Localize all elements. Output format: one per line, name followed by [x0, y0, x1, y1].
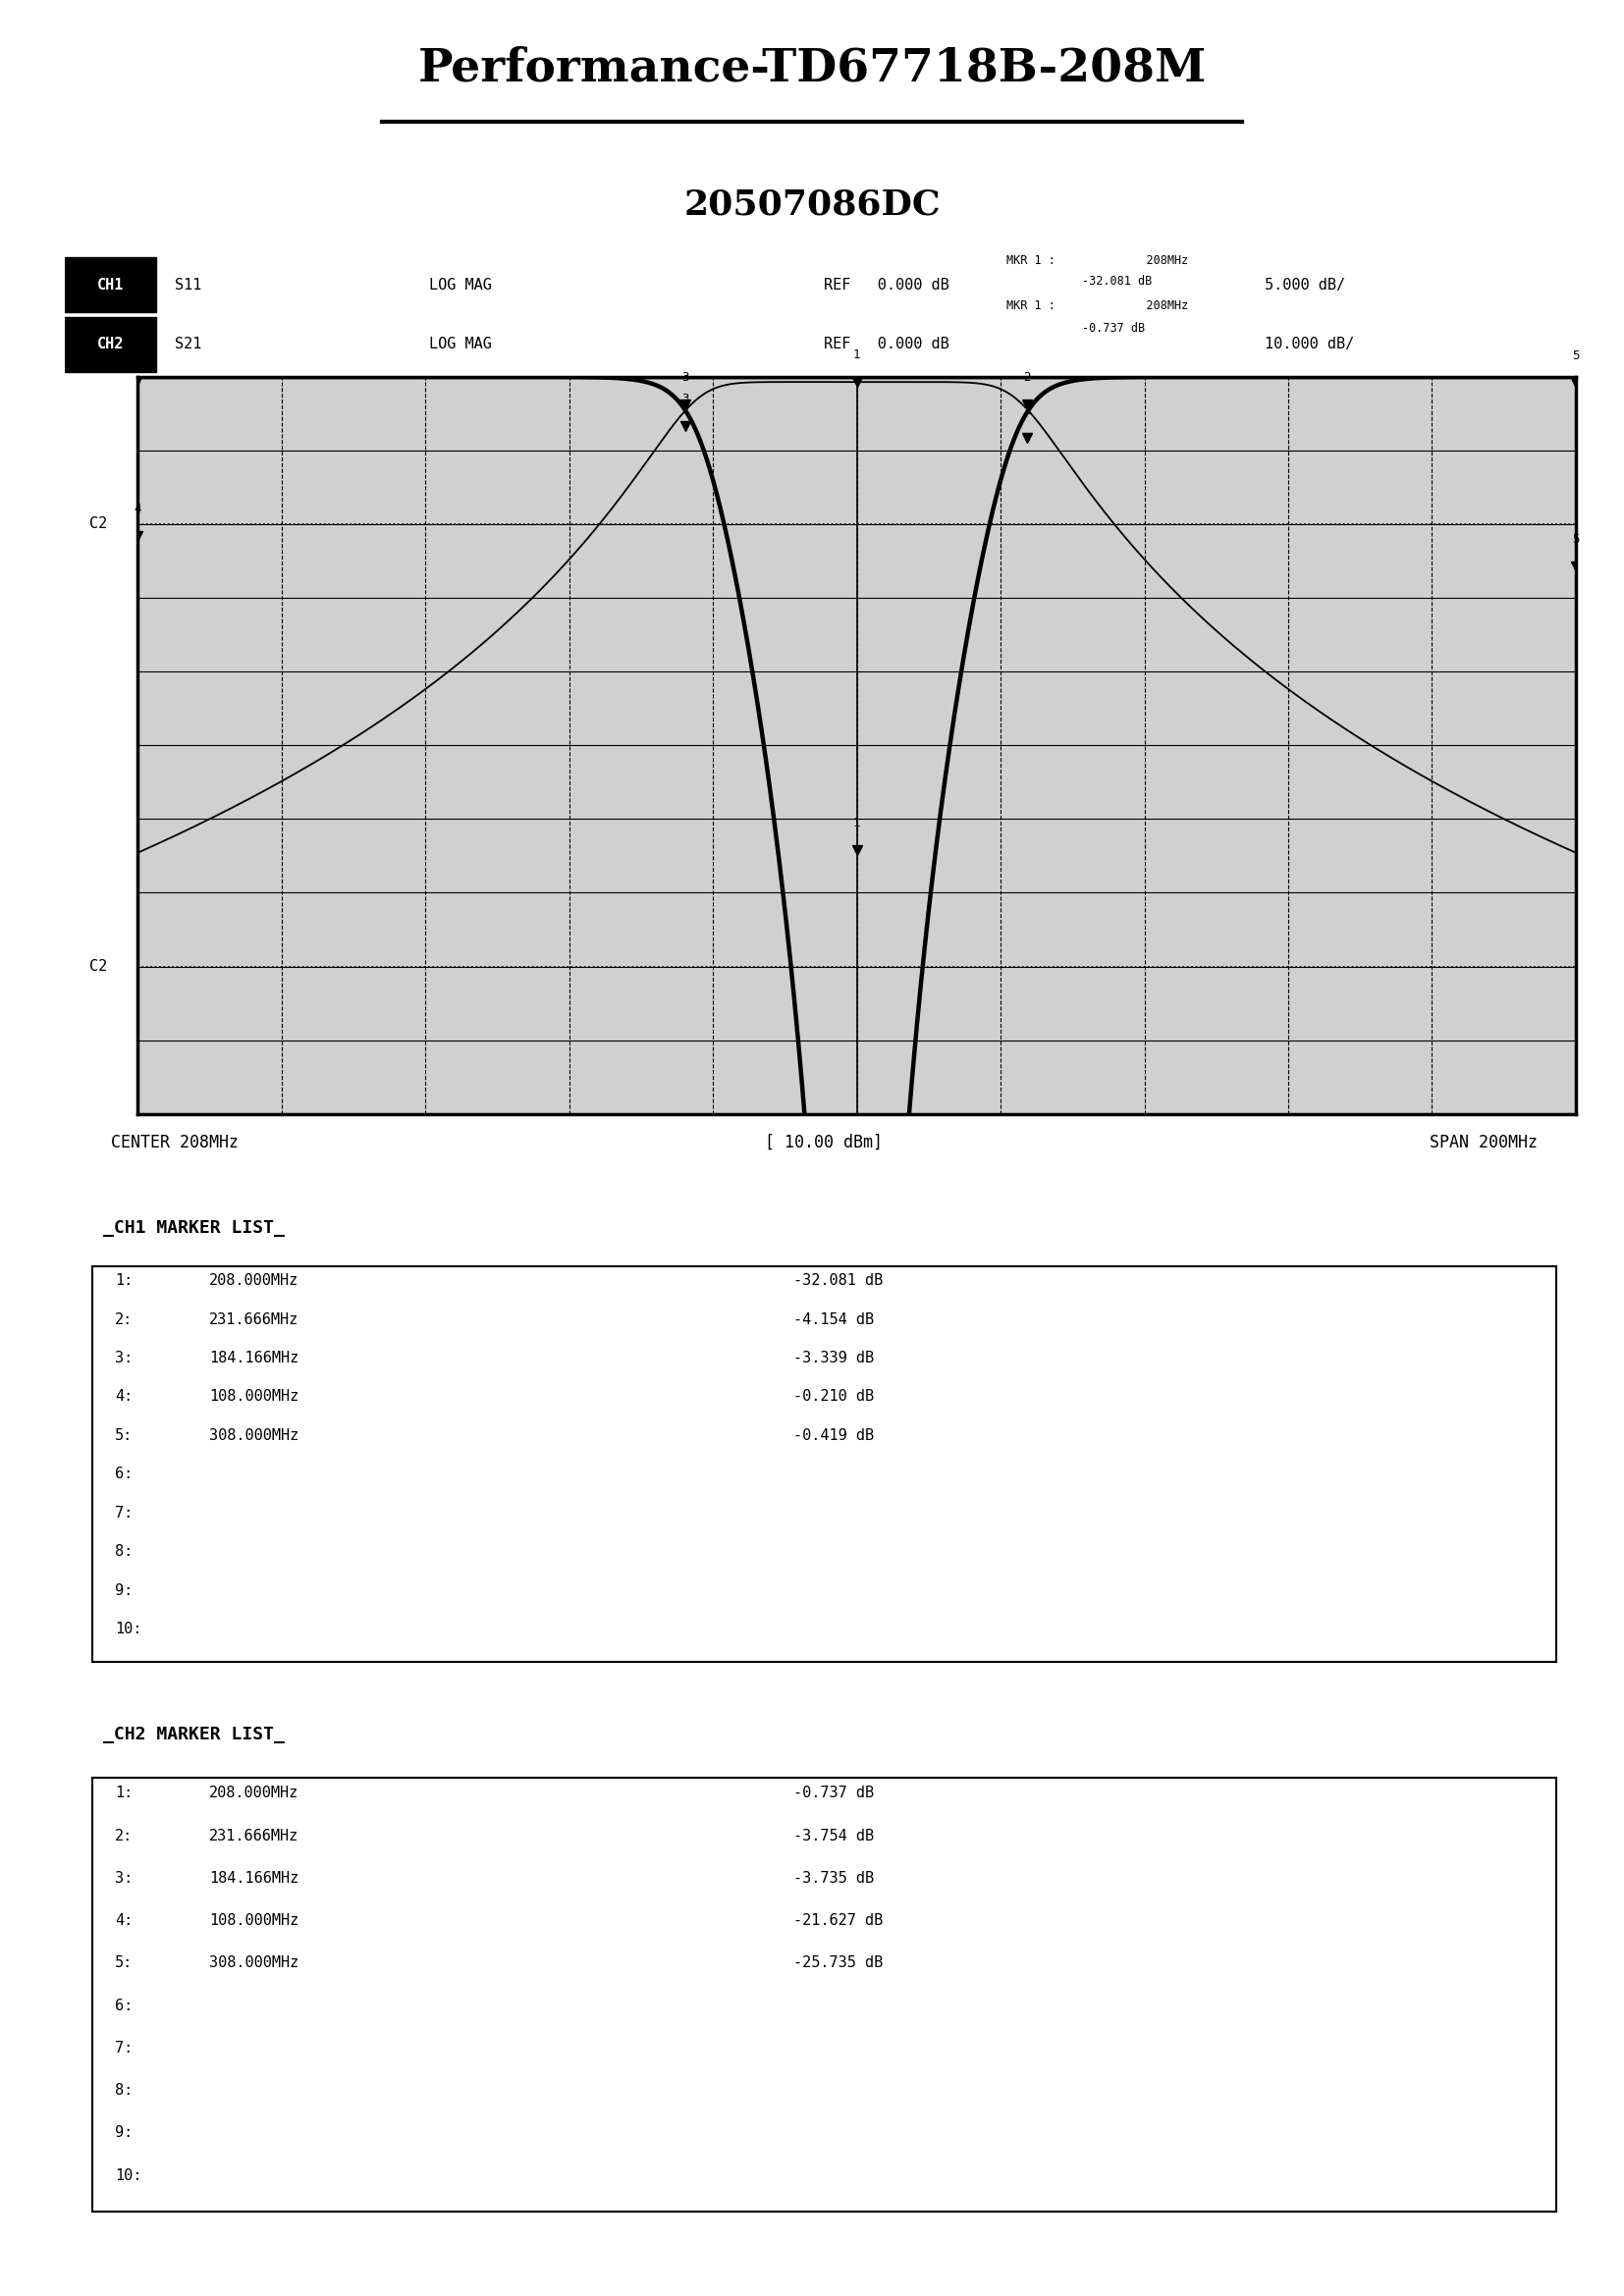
- Text: 7:: 7:: [115, 2041, 133, 2055]
- Text: -21.627 dB: -21.627 dB: [794, 1913, 883, 1929]
- Text: 4:: 4:: [115, 1913, 133, 1929]
- Text: 2: 2: [1023, 404, 1031, 418]
- Text: SPAN 200MHz: SPAN 200MHz: [1429, 1134, 1538, 1150]
- Text: -0.737 dB: -0.737 dB: [1082, 321, 1145, 335]
- Text: 5: 5: [1572, 349, 1580, 363]
- Text: _CH2 MARKER LIST_: _CH2 MARKER LIST_: [102, 1727, 284, 1743]
- Text: S11: S11: [174, 278, 201, 292]
- Text: -4.154 dB: -4.154 dB: [794, 1311, 874, 1327]
- Text: CH2: CH2: [97, 338, 123, 351]
- Text: 5: 5: [1572, 533, 1580, 546]
- Text: 308.000MHz: 308.000MHz: [209, 1956, 299, 1970]
- Bar: [65, 257, 156, 312]
- Text: S21: S21: [174, 338, 201, 351]
- Text: 5:: 5:: [115, 1956, 133, 1970]
- Text: -32.081 dB: -32.081 dB: [1082, 276, 1153, 287]
- Text: 4: 4: [135, 503, 141, 514]
- Text: REF   0.000 dB: REF 0.000 dB: [823, 338, 950, 351]
- Text: 5.000 dB/: 5.000 dB/: [1265, 278, 1345, 292]
- Bar: [65, 317, 156, 372]
- Text: 3:: 3:: [115, 1871, 133, 1885]
- Text: -0.419 dB: -0.419 dB: [794, 1428, 874, 1442]
- Text: 2:: 2:: [115, 1311, 133, 1327]
- Text: 10:: 10:: [115, 2167, 141, 2183]
- Text: 9:: 9:: [115, 1582, 133, 1598]
- Text: _CH1 MARKER LIST_: _CH1 MARKER LIST_: [102, 1219, 284, 1238]
- Text: LOG MAG: LOG MAG: [429, 278, 492, 292]
- Text: 208.000MHz: 208.000MHz: [209, 1274, 299, 1288]
- Text: REF   0.000 dB: REF 0.000 dB: [823, 278, 950, 292]
- Text: 231.666MHz: 231.666MHz: [209, 1311, 299, 1327]
- Text: 7:: 7:: [115, 1506, 133, 1520]
- Text: 1: 1: [853, 349, 861, 360]
- Text: C2: C2: [89, 960, 107, 974]
- Text: -32.081 dB: -32.081 dB: [794, 1274, 883, 1288]
- Text: 20507086DC: 20507086DC: [684, 188, 940, 220]
- Text: 1:: 1:: [115, 1274, 133, 1288]
- Text: 6:: 6:: [115, 1998, 133, 2014]
- Text: 10.000 dB/: 10.000 dB/: [1265, 338, 1354, 351]
- Text: 108.000MHz: 108.000MHz: [209, 1913, 299, 1929]
- Text: 2:: 2:: [115, 1828, 133, 1844]
- Text: 108.000MHz: 108.000MHz: [209, 1389, 299, 1405]
- Text: -0.210 dB: -0.210 dB: [794, 1389, 874, 1405]
- Text: 1:: 1:: [115, 1786, 133, 1800]
- Text: 308.000MHz: 308.000MHz: [209, 1428, 299, 1442]
- Text: -3.339 dB: -3.339 dB: [794, 1350, 874, 1366]
- Text: 3: 3: [682, 370, 689, 383]
- Text: -3.754 dB: -3.754 dB: [794, 1828, 874, 1844]
- Bar: [93, 1777, 1556, 2211]
- Text: CH1: CH1: [97, 278, 123, 292]
- Text: Performance-TD67718B-208M: Performance-TD67718B-208M: [417, 46, 1207, 92]
- Text: 4:: 4:: [115, 1389, 133, 1405]
- Text: 3: 3: [682, 393, 689, 404]
- Text: MKR 1 :             208MHz: MKR 1 : 208MHz: [1007, 255, 1189, 266]
- Text: 6:: 6:: [115, 1467, 133, 1481]
- Text: 8:: 8:: [115, 2082, 133, 2099]
- Text: -25.735 dB: -25.735 dB: [794, 1956, 883, 1970]
- Text: 8:: 8:: [115, 1545, 133, 1559]
- Text: -0.737 dB: -0.737 dB: [794, 1786, 874, 1800]
- Text: 2: 2: [1023, 372, 1031, 383]
- Text: 4: 4: [135, 347, 141, 358]
- Text: [ 10.00 dBm]: [ 10.00 dBm]: [765, 1134, 883, 1150]
- Text: 231.666MHz: 231.666MHz: [209, 1828, 299, 1844]
- Text: C2: C2: [89, 517, 107, 530]
- Text: 9:: 9:: [115, 2126, 133, 2140]
- Text: 184.166MHz: 184.166MHz: [209, 1871, 299, 1885]
- Text: -3.735 dB: -3.735 dB: [794, 1871, 874, 1885]
- Text: CENTER 208MHz: CENTER 208MHz: [110, 1134, 239, 1150]
- Text: MKR 1 :             208MHz: MKR 1 : 208MHz: [1007, 301, 1189, 312]
- Text: 10:: 10:: [115, 1621, 141, 1637]
- Text: LOG MAG: LOG MAG: [429, 338, 492, 351]
- Text: 1: 1: [853, 817, 861, 829]
- Text: 3:: 3:: [115, 1350, 133, 1366]
- Bar: [93, 1267, 1556, 1662]
- Text: 5:: 5:: [115, 1428, 133, 1442]
- Text: 208.000MHz: 208.000MHz: [209, 1786, 299, 1800]
- Text: 184.166MHz: 184.166MHz: [209, 1350, 299, 1366]
